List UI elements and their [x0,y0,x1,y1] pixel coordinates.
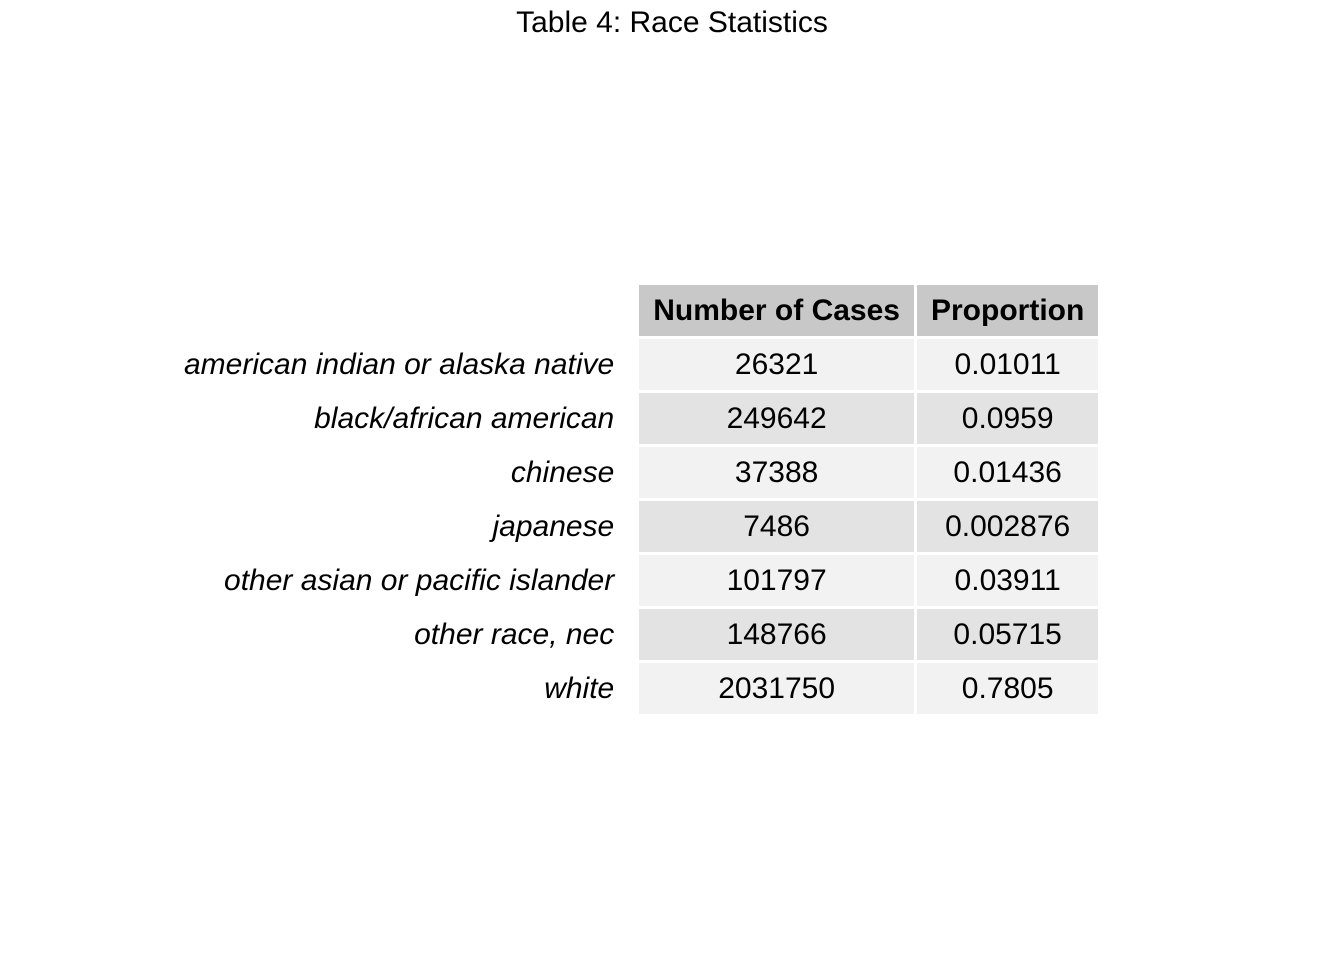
table-row: american indian or alaska native 26321 0… [170,339,1099,390]
row-label: chinese [510,456,615,489]
table-body: american indian or alaska native 26321 0… [170,339,1099,714]
column-header-proportion: Proportion [917,285,1099,336]
cases-cell: 101797 [639,555,914,606]
row-label: black/african american [314,402,615,435]
cases-cell: 7486 [639,501,914,552]
proportion-cell: 0.7805 [917,663,1099,714]
table-row: other asian or pacific islander 101797 0… [170,555,1099,606]
row-label: japanese [492,510,615,543]
header-row: Number of Cases Proportion [170,285,1099,336]
cases-cell: 2031750 [639,663,914,714]
proportion-cell: 0.01436 [917,447,1099,498]
table-row: other race, nec 148766 0.05715 [170,609,1099,660]
proportion-cell: 0.03911 [917,555,1099,606]
table-row: black/african american 249642 0.0959 [170,393,1099,444]
row-label: white [544,672,615,705]
proportion-cell: 0.05715 [917,609,1099,660]
column-header-number-of-cases: Number of Cases [639,285,914,336]
cases-cell: 26321 [639,339,914,390]
row-label: other race, nec [414,618,615,651]
table-row: chinese 37388 0.01436 [170,447,1099,498]
table-row: japanese 7486 0.002876 [170,501,1099,552]
proportion-cell: 0.01011 [917,339,1099,390]
proportion-cell: 0.002876 [917,501,1099,552]
table-row: white 2031750 0.7805 [170,663,1099,714]
table-title: Table 4: Race Statistics [516,6,828,39]
cases-cell: 37388 [639,447,914,498]
cases-cell: 249642 [639,393,914,444]
row-label: american indian or alaska native [184,348,615,381]
row-label: other asian or pacific islander [224,564,615,597]
race-statistics-table: Number of Cases Proportion american indi… [167,282,1101,717]
table: Number of Cases Proportion american indi… [167,282,1101,717]
corner-cell [170,285,636,336]
proportion-cell: 0.0959 [917,393,1099,444]
cases-cell: 148766 [639,609,914,660]
